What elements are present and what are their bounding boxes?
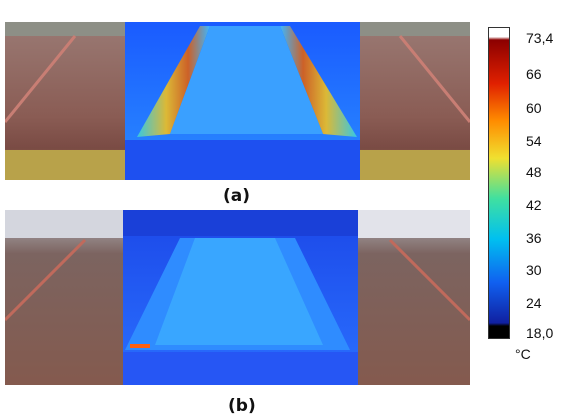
scale-unit-label: °C [515, 346, 531, 362]
caption-b: (b) [228, 396, 256, 416]
scale-tick-label: 24 [526, 295, 542, 311]
scale-tick-label: 18,0 [526, 325, 554, 341]
scale-tick-label: 66 [526, 66, 542, 82]
temperature-color-scale [488, 27, 510, 339]
scale-tick-label: 36 [526, 230, 542, 246]
scale-tick-label: 73,4 [526, 30, 554, 46]
scale-tick-label: 30 [526, 262, 542, 278]
thermal-image-b [5, 210, 470, 385]
scale-tick-label: 54 [526, 133, 542, 149]
caption-a: (a) [223, 186, 251, 206]
scale-tick-label: 48 [526, 164, 542, 180]
thermal-image-a [5, 22, 470, 180]
scale-tick-label: 42 [526, 197, 542, 213]
scale-tick-label: 60 [526, 100, 542, 116]
